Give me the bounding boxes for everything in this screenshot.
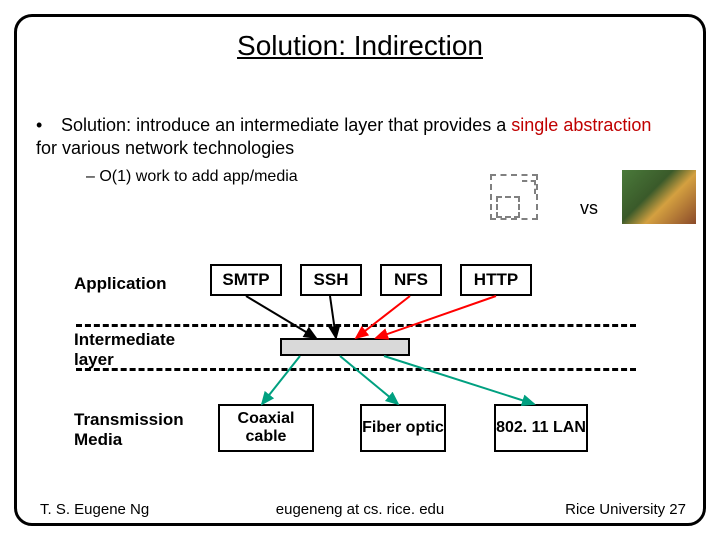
dashed-separator	[76, 324, 636, 327]
main-bullet: • Solution: introduce an intermediate la…	[36, 114, 676, 159]
bullet-suffix: for various network technologies	[36, 138, 294, 158]
dashed-separator	[76, 368, 636, 371]
footer-right: Rice University 27	[565, 501, 686, 518]
bullet-highlight: single abstraction	[511, 115, 651, 135]
app-box: HTTP	[460, 264, 532, 296]
row-label-application: Application	[74, 274, 194, 294]
bullet-dot: •	[36, 114, 56, 137]
bullet-prefix: Solution: introduce an intermediate laye…	[61, 115, 511, 135]
slide-title: Solution: Indirection	[0, 30, 720, 62]
row-label-intermediate: Intermediate layer	[74, 330, 194, 370]
media-box: Fiber optic	[360, 404, 446, 452]
dashed-arrow-icon	[522, 180, 536, 194]
vs-label: vs	[580, 198, 598, 219]
dashed-inner-icon	[496, 196, 520, 218]
app-box: NFS	[380, 264, 442, 296]
intermediate-box	[280, 338, 410, 356]
media-box: Coaxial cable	[218, 404, 314, 452]
photo-placeholder	[622, 170, 696, 224]
app-box: SSH	[300, 264, 362, 296]
row-label-transmission: Transmission Media	[74, 410, 214, 450]
sub-bullet: – O(1) work to add app/media	[86, 168, 298, 186]
media-box: 802. 11 LAN	[494, 404, 588, 452]
app-box: SMTP	[210, 264, 282, 296]
